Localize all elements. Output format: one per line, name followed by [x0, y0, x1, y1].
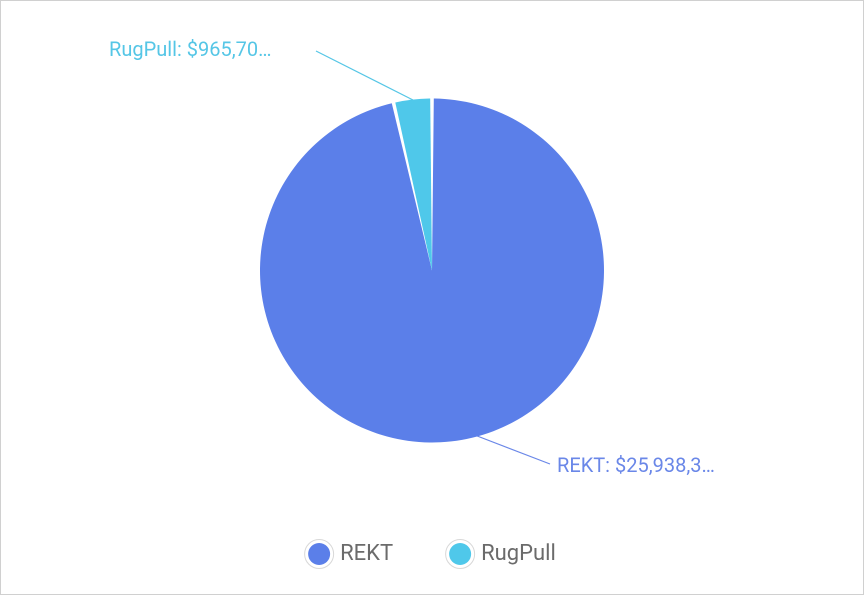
pie-chart: REKT: $25,938,3… RugPull: $965,70… REKT … — [1, 1, 863, 594]
legend-item-rugpull[interactable]: RugPull — [449, 541, 556, 566]
slice-label-rekt: REKT: $25,938,3… — [557, 453, 715, 477]
legend-label-rekt: REKT — [340, 541, 393, 566]
slice-label-rugpull: RugPull: $965,70… — [109, 37, 272, 61]
pie — [260, 98, 604, 442]
leader-line-rugpull — [316, 51, 413, 100]
legend-label-rugpull: RugPull — [481, 541, 556, 566]
legend-item-rekt[interactable]: REKT — [308, 541, 393, 566]
legend: REKT RugPull — [308, 541, 556, 566]
legend-swatch-rekt — [308, 543, 330, 565]
pie-slice-rekt[interactable] — [260, 98, 604, 442]
legend-swatch-rugpull — [449, 543, 471, 565]
